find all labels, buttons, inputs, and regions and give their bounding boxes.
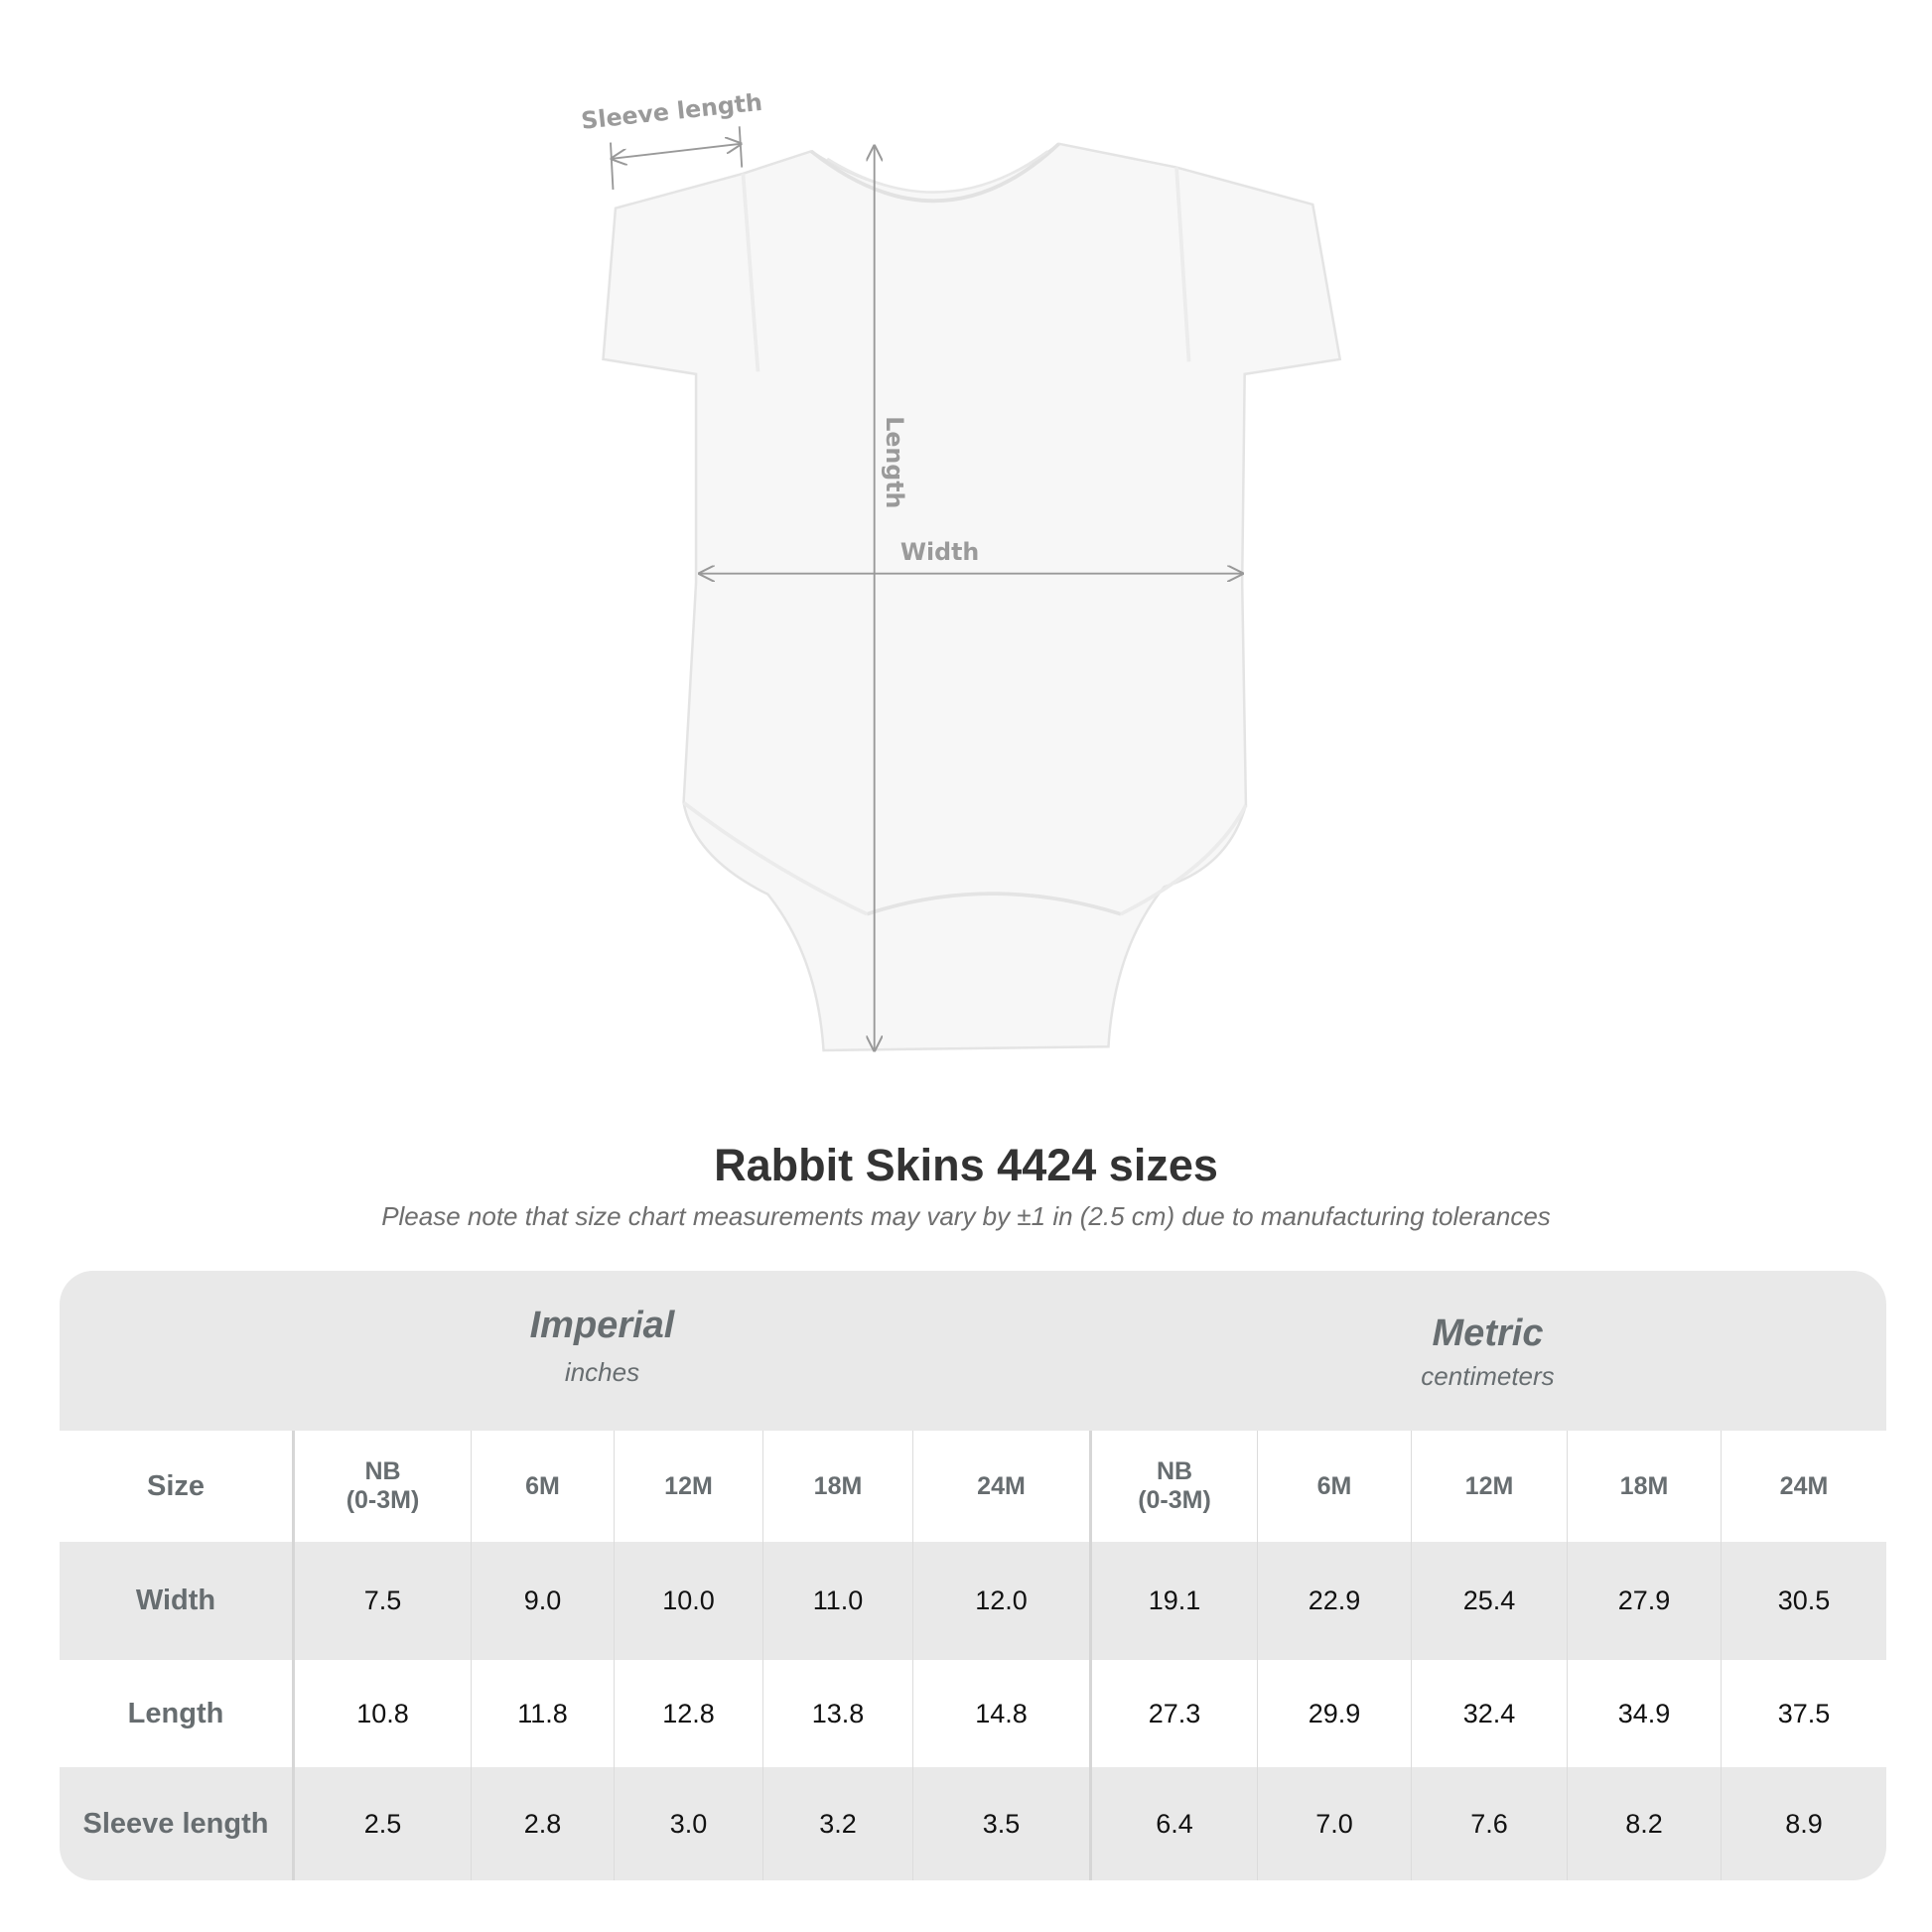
table-row-width: Width 7.5 9.0 10.0 11.0 12.0 19.1 22.9 25.4 27.9 3… [60,1542,1886,1660]
sleeve-length-label: Sleeve length [580,88,763,135]
size-header-cell: 24M [1721,1431,1886,1542]
size-header-cell: NB (0-3M) [292,1431,471,1542]
table-cell: 32.4 [1411,1660,1567,1767]
table-cell: 2.5 [292,1767,471,1880]
width-arrow: Width [700,538,1242,574]
size-header-cell: 12M [614,1431,762,1542]
metric-group-header: Metric centimeters [1089,1271,1886,1472]
table-cell: 7.6 [1411,1767,1567,1880]
table-cell: 9.0 [471,1542,614,1660]
size-header-cell: NB (0-3M) [1089,1431,1257,1542]
page-title: Rabbit Skins 4424 sizes [714,1140,1218,1190]
onesie-diagram: Sleeve length Length Width [580,88,1342,1090]
row-label: Width [135,1585,216,1616]
tolerance-note: Please note that size chart measurements… [381,1201,1551,1231]
table-cell: 6.4 [1089,1767,1257,1880]
table-cell: 25.4 [1411,1542,1567,1660]
table-cell: 34.9 [1567,1660,1721,1767]
table-cell: 3.0 [614,1767,762,1880]
table-cell: 2.8 [471,1767,614,1880]
table-cell: 12.0 [912,1542,1089,1660]
metric-title: Metric [1432,1312,1544,1354]
width-label: Width [900,538,979,566]
imperial-group-header: Imperial inches [292,1271,912,1464]
table-cell: 3.2 [762,1767,912,1880]
table-cell: 27.3 [1089,1660,1257,1767]
row-label: Sleeve length [82,1807,269,1840]
table-cell: 14.8 [912,1660,1089,1767]
table-cell: 11.8 [471,1660,614,1767]
table-cell: 8.2 [1567,1767,1721,1880]
size-header-cell: 6M [1257,1431,1411,1542]
imperial-title: Imperial [529,1305,675,1346]
table-cell: 7.0 [1257,1767,1411,1880]
table-row-length: Length 10.8 11.8 12.8 13.8 14.8 27.3 29.9 32.4 34… [60,1660,1886,1767]
imperial-unit: inches [564,1357,640,1387]
size-header-cell: 6M [471,1431,614,1542]
table-cell: 10.0 [614,1542,762,1660]
table-cell: 22.9 [1257,1542,1411,1660]
size-header-cell: 24M [912,1431,1089,1542]
table-cell: 13.8 [762,1660,912,1767]
size-header-cell: 18M [1567,1431,1721,1542]
onesie-illustration [602,142,1342,1052]
table-cell: 29.9 [1257,1660,1411,1767]
table-cell: 3.5 [912,1767,1089,1880]
table-cell: 30.5 [1721,1542,1886,1660]
size-table: Imperial inches Metric centimeters Size N… [60,1271,1886,1880]
length-label: Length [881,416,908,508]
metric-unit: centimeters [1421,1361,1555,1391]
size-header-cell: 12M [1411,1431,1567,1542]
table-cell: 27.9 [1567,1542,1721,1660]
table-cell: 12.8 [614,1660,762,1767]
row-label: Length [127,1697,224,1729]
table-cell: 37.5 [1721,1660,1886,1767]
size-header-row: Size NB (0-3M) 6M 12M 18M 24M NB (0-3M) 6M 12M 18… [60,1431,1886,1542]
table-cell: 7.5 [292,1542,471,1660]
size-header-cell: 18M [762,1431,912,1542]
length-arrow: Length [875,146,908,1050]
table-cell: 19.1 [1089,1542,1257,1660]
table-row-sleeve-length: Sleeve length 2.5 2.8 3.0 3.2 3.5 6.4 7.0 7.6 8.2… [60,1767,1886,1880]
row-label: Size [146,1469,206,1502]
table-cell: 8.9 [1721,1767,1886,1880]
table-cell: 10.8 [292,1660,471,1767]
table-cell: 11.0 [762,1542,912,1660]
